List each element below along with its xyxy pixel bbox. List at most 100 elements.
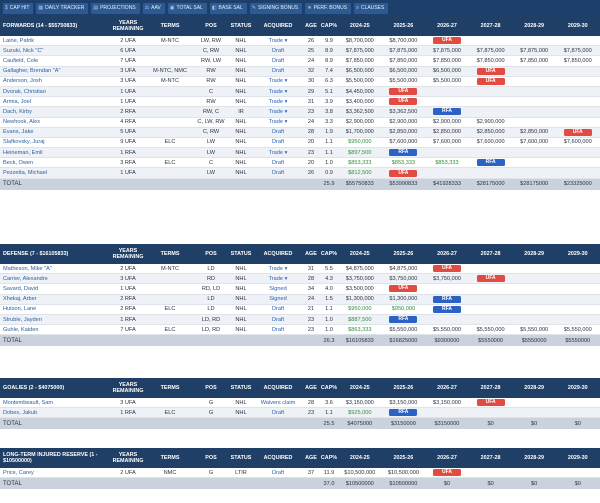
- cap-value: $5,550,000: [520, 326, 549, 333]
- season-value: $7,875,000: [556, 48, 600, 54]
- acquired-link[interactable]: Trade ▾: [268, 78, 288, 85]
- total-value: $0: [574, 480, 581, 487]
- acquired-link[interactable]: Trade ▾: [268, 88, 288, 95]
- acquired-link[interactable]: Draft: [271, 409, 285, 416]
- player-name-link[interactable]: Heineman, Emil: [3, 149, 43, 156]
- acquired-link[interactable]: Trade ▾: [268, 108, 288, 115]
- acquired-link[interactable]: Draft: [271, 129, 285, 136]
- col-age[interactable]: AGE: [305, 23, 317, 29]
- acquired-link[interactable]: Trade ▾: [268, 98, 288, 105]
- cap-value: $8,700,000: [389, 37, 418, 44]
- col-season[interactable]: 2024-25: [349, 251, 370, 257]
- tab-base-sal[interactable]: ◧ BASE SAL: [209, 2, 247, 14]
- season-value: $10,500,000: [338, 470, 382, 476]
- col-cap[interactable]: CAP%: [320, 23, 338, 29]
- col-cap[interactable]: CAP%: [320, 251, 338, 257]
- tab-total-sal[interactable]: ▣ TOTAL SAL: [167, 2, 207, 14]
- player-name-link[interactable]: Struble, Jayden: [3, 316, 42, 323]
- player-name-link[interactable]: Evans, Jake: [3, 129, 34, 136]
- acquired-link[interactable]: Draft: [271, 326, 285, 333]
- player-name-link[interactable]: Carrier, Alexandre: [3, 275, 48, 282]
- col-season[interactable]: 2029-30: [567, 23, 588, 29]
- player-name-link[interactable]: Dvorak, Christian: [3, 88, 46, 95]
- status: NHL: [235, 68, 247, 75]
- acquired-link[interactable]: Trade ▾: [268, 275, 288, 282]
- player-name-link[interactable]: Dobes, Jakub: [3, 409, 38, 416]
- acquired-link[interactable]: Draft: [271, 47, 285, 54]
- acquired-link[interactable]: Signed: [269, 296, 287, 303]
- tab-signing-bonus[interactable]: ✎ SIGNING BONUS: [249, 2, 303, 14]
- player-name-link[interactable]: Caufield, Cole: [3, 57, 39, 64]
- col-season[interactable]: 2028-29: [524, 251, 545, 257]
- col-season[interactable]: 2027-28: [480, 251, 501, 257]
- tab-projections[interactable]: ▤ PROJECTIONS: [91, 2, 140, 14]
- acquired-link[interactable]: Draft: [271, 57, 285, 64]
- player-name-link[interactable]: Pezzetta, Michael: [3, 170, 48, 177]
- acquired-link[interactable]: Draft: [271, 159, 285, 166]
- col-season[interactable]: 2027-28: [480, 23, 501, 29]
- acquired-link[interactable]: Waivers claim: [260, 399, 296, 406]
- player-name-link[interactable]: Armia, Joel: [3, 98, 31, 105]
- col-age[interactable]: AGE: [305, 251, 317, 257]
- player-name-link[interactable]: Montembeault, Sam: [3, 399, 54, 406]
- tab-perf-bonus[interactable]: ★ PERF. BONUS: [305, 2, 352, 14]
- tab-clauses[interactable]: ≡ CLAUSES: [354, 2, 389, 14]
- col-season[interactable]: 2026-27: [437, 23, 457, 29]
- col-cap[interactable]: CAP%: [320, 455, 338, 461]
- player-name-link[interactable]: Xhekaj, Arber: [3, 296, 37, 303]
- player-name-link[interactable]: Price, Carey: [3, 469, 34, 476]
- col-season[interactable]: 2025-26: [393, 251, 414, 257]
- acquired-link[interactable]: Draft: [271, 316, 285, 323]
- col-cap[interactable]: CAP%: [320, 385, 338, 391]
- acquired-link[interactable]: Trade ▾: [268, 119, 288, 126]
- player-name-link[interactable]: Savard, David: [3, 285, 39, 292]
- player-name-link[interactable]: Dach, Kirby: [3, 108, 32, 115]
- player-name-link[interactable]: Newhook, Alex: [3, 119, 41, 126]
- col-season[interactable]: 2026-27: [437, 385, 457, 391]
- player-name-link[interactable]: Gallagher, Brendan "A": [3, 68, 61, 75]
- col-season[interactable]: 2029-30: [567, 455, 588, 461]
- acquired-link[interactable]: Draft: [271, 170, 285, 177]
- cap-value: $7,875,000: [389, 47, 418, 54]
- position: RW, LW: [201, 57, 221, 64]
- col-season[interactable]: 2025-26: [393, 455, 414, 461]
- col-season[interactable]: 2026-27: [437, 251, 457, 257]
- cap-value: $950,000: [391, 306, 416, 313]
- col-season[interactable]: 2029-30: [567, 385, 588, 391]
- col-season[interactable]: 2025-26: [393, 23, 414, 29]
- col-season[interactable]: 2026-27: [437, 455, 457, 461]
- acquired-link[interactable]: Draft: [271, 139, 285, 146]
- acquired-link[interactable]: Draft: [271, 306, 285, 313]
- player-name-link[interactable]: Slafkovsky, Juraj: [3, 139, 45, 146]
- acquired-link[interactable]: Draft: [271, 469, 285, 476]
- ltir-section: LONG-TERM INJURED RESERVE (1 - $10500000…: [0, 448, 600, 490]
- player-name-link[interactable]: Anderson, Josh: [3, 78, 42, 85]
- tab-cap-hit[interactable]: $ CAP HIT: [3, 2, 34, 14]
- player-name-link[interactable]: Beck, Owen: [3, 159, 34, 166]
- col-season[interactable]: 2028-29: [524, 23, 545, 29]
- col-season[interactable]: 2024-25: [349, 385, 370, 391]
- tab-daily-tracker[interactable]: ▦ DAILY TRACKER: [36, 2, 89, 14]
- col-season[interactable]: 2027-28: [480, 385, 501, 391]
- season-value: $3,150,000: [382, 400, 426, 406]
- acquired-link[interactable]: Trade ▾: [268, 37, 288, 44]
- col-season[interactable]: 2024-25: [349, 455, 370, 461]
- acquired-link[interactable]: Signed: [269, 285, 287, 292]
- player-name-link[interactable]: Laine, Patrik: [3, 37, 35, 44]
- col-season[interactable]: 2024-25: [349, 23, 370, 29]
- col-season[interactable]: 2027-28: [480, 455, 501, 461]
- player-name-link[interactable]: Matheson, Mike "A": [3, 265, 52, 272]
- col-age[interactable]: AGE: [305, 385, 317, 391]
- col-age[interactable]: AGE: [305, 455, 317, 461]
- player-name-link[interactable]: Hutson, Lane: [3, 306, 37, 313]
- col-season[interactable]: 2028-29: [524, 455, 545, 461]
- player-name-link[interactable]: Suzuki, Nick "C": [3, 47, 44, 54]
- acquired-link[interactable]: Trade ▾: [268, 265, 288, 272]
- acquired-link[interactable]: Draft: [271, 68, 285, 75]
- col-season[interactable]: 2029-30: [567, 251, 588, 257]
- acquired-link[interactable]: Trade ▾: [268, 149, 288, 156]
- tab-aav[interactable]: ⚖ AAV: [142, 2, 165, 14]
- col-season[interactable]: 2028-29: [524, 385, 545, 391]
- col-season[interactable]: 2025-26: [393, 385, 414, 391]
- player-name-link[interactable]: Guhle, Kaiden: [3, 326, 39, 333]
